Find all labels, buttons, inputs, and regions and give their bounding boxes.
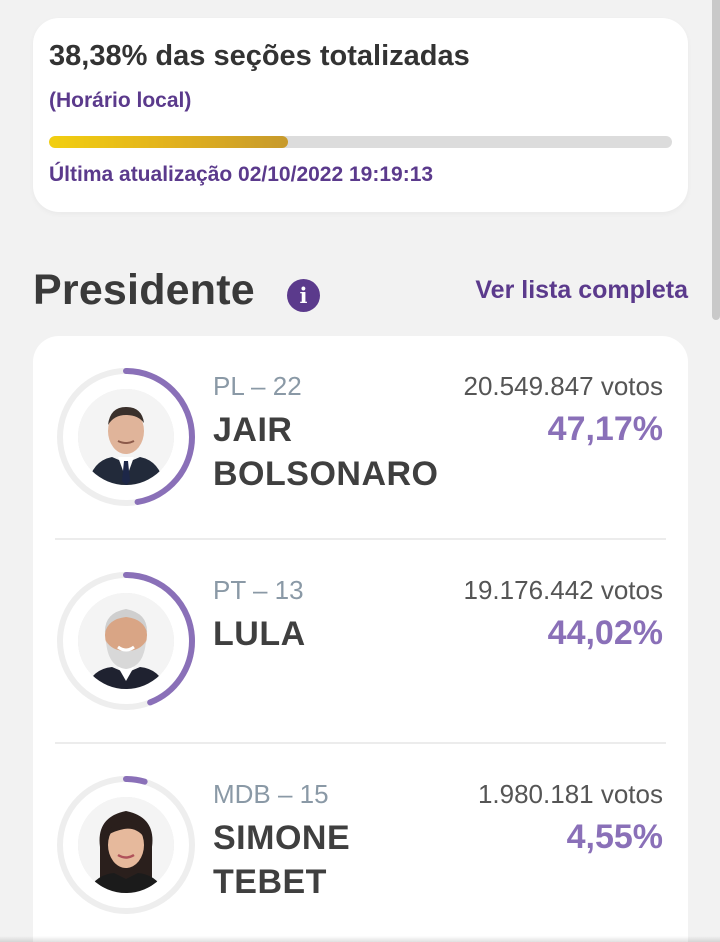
- candidate-votes: 19.176.442 votos: [463, 575, 664, 605]
- section-title: Presidente: [33, 266, 255, 314]
- last-update-text: Última atualização 02/10/2022 19:19:13: [49, 163, 434, 186]
- vote-share-arc: [57, 368, 195, 506]
- candidate-photo: [78, 593, 174, 689]
- see-full-list-link[interactable]: Ver lista completa: [475, 276, 688, 304]
- row-divider: [55, 742, 666, 744]
- candidate-row[interactable]: PL – 22 20.549.847 votos JAIR BOLSONARO …: [33, 336, 688, 540]
- vote-share-ring: [57, 368, 195, 506]
- info-icon[interactable]: i: [287, 279, 320, 312]
- portrait-man-suit-icon: [78, 389, 174, 485]
- vote-share-arc: [57, 572, 195, 710]
- candidate-percent: 4,55%: [566, 818, 663, 856]
- vote-share-ring: [57, 572, 195, 710]
- candidate-photo: [78, 389, 174, 485]
- candidate-avatar: [55, 366, 197, 508]
- results-card: PL – 22 20.549.847 votos JAIR BOLSONARO …: [33, 336, 688, 942]
- page-scrollbar[interactable]: [712, 0, 720, 320]
- candidate-row[interactable]: PT – 13 19.176.442 votos LULA 44,02%: [33, 540, 688, 744]
- portrait-man-beard-icon: [78, 593, 174, 689]
- candidate-row[interactable]: MDB – 15 1.980.181 votos SIMONE TEBET 4,…: [33, 744, 688, 942]
- candidate-name: JAIR BOLSONARO: [213, 411, 439, 493]
- candidate-percent: 47,17%: [547, 410, 663, 448]
- candidate-votes: 20.549.847 votos: [463, 371, 664, 401]
- totalization-progress-fill: [49, 136, 289, 148]
- candidate-percent: 44,02%: [547, 614, 663, 652]
- totalization-progress-bar: [49, 136, 672, 148]
- sections-counted-text: 38,38% das seções totalizadas: [49, 40, 470, 72]
- candidate-name: LULA: [213, 615, 306, 653]
- vote-share-arc: [57, 776, 195, 914]
- totalization-status-card: 38,38% das seções totalizadas (Horário l…: [33, 18, 688, 212]
- candidate-party: MDB – 15: [213, 779, 329, 809]
- portrait-woman-icon: [78, 797, 174, 893]
- candidate-photo: [78, 797, 174, 893]
- section-header: Presidente i Ver lista completa: [33, 266, 688, 318]
- candidate-votes: 1.980.181 votos: [477, 779, 663, 809]
- timezone-note: (Horário local): [49, 89, 192, 112]
- candidate-avatar: [55, 570, 197, 712]
- candidate-name: SIMONE TEBET: [213, 819, 351, 901]
- candidate-avatar: [55, 774, 197, 916]
- row-divider: [55, 538, 666, 540]
- candidate-party: PL – 22: [213, 371, 302, 401]
- vote-share-ring: [57, 776, 195, 914]
- candidate-party: PT – 13: [213, 575, 304, 605]
- bottom-edge-shadow: [0, 936, 720, 942]
